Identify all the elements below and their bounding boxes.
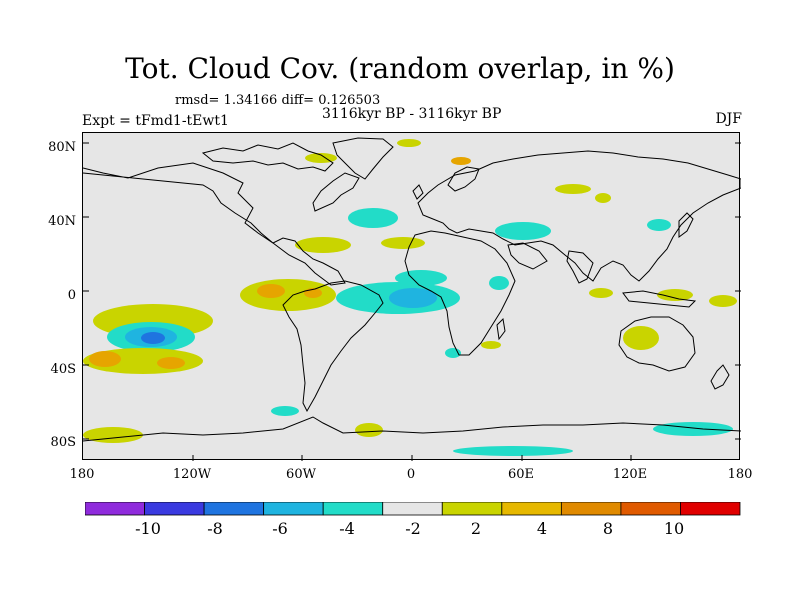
coastline-madagascar — [496, 317, 506, 341]
colorbar-label-neg4: -4 — [339, 519, 355, 538]
anomaly-patch-yellow-west-pacific — [709, 295, 737, 307]
colorbar-swatch-5 — [382, 502, 443, 516]
colorbar-label-4: 4 — [536, 519, 548, 538]
experiment-label: Expt = tFmd1-tEwt1 — [82, 113, 229, 129]
colorbar — [85, 502, 741, 516]
coastline-british-isles — [412, 184, 424, 200]
colorbar-swatch-6 — [441, 502, 503, 516]
coastline-australia — [618, 316, 696, 372]
season-label: DJF — [715, 111, 742, 127]
colorbar-swatch-7 — [501, 502, 562, 516]
anomaly-patch-yellow-madagascar — [481, 341, 501, 349]
lon-tick-0: 0 — [406, 467, 416, 482]
anomaly-patch-orange-south-pacific — [89, 351, 121, 367]
lon-tick-180-right: 180 — [727, 467, 753, 482]
coastline-greenland — [332, 137, 394, 180]
anomaly-patch-yellow-amazon — [240, 279, 336, 311]
anomaly-patch-cyan-south-indian — [453, 446, 573, 456]
anomaly-patch-yellow-siberia — [595, 193, 611, 203]
coastline-africa — [404, 230, 516, 356]
coastline-indonesia — [622, 290, 697, 308]
anomaly-patch-yellow-north-africa — [381, 237, 425, 249]
colorbar-swatch-10 — [680, 502, 741, 516]
map-panel — [82, 132, 741, 461]
anomaly-patch-cyan-north-atlantic — [348, 208, 398, 228]
anomaly-layer — [83, 139, 737, 456]
coastline-arabia — [507, 242, 548, 270]
lon-tick-60w: 60W — [286, 467, 316, 482]
anomaly-patch-yellow-antarctic — [355, 423, 383, 437]
anomaly-patch-yellow-north-america — [295, 237, 351, 253]
coastline-eurasia — [417, 150, 741, 282]
plot-title: Tot. Cloud Cov. (random overlap, in %) — [125, 52, 675, 85]
colorbar-swatch-4 — [322, 502, 384, 516]
coastline-canada-arctic — [201, 142, 334, 172]
colorbar-label-neg6: -6 — [272, 519, 288, 538]
anomaly-patch-cyan-gulf-guinea — [395, 270, 447, 286]
anomaly-patch-cyan-east-africa — [489, 276, 509, 290]
anomaly-patch-orange-arctic — [451, 157, 471, 165]
anomaly-patch-yellow-india — [589, 288, 613, 298]
coastline-india — [566, 250, 594, 284]
colorbar-label-8: 8 — [602, 519, 614, 538]
lat-tick-80n: 80N — [48, 140, 76, 155]
colorbar-label-neg2: -2 — [405, 519, 421, 538]
colorbar-swatch-3 — [263, 502, 324, 516]
anomaly-patch-yellow-arctic — [397, 139, 421, 147]
lon-tick-180-left: 180 — [69, 467, 95, 482]
coastline-japan — [678, 212, 694, 238]
lon-tick-120e: 120E — [612, 467, 648, 482]
anomaly-patch-orange-amazon — [257, 284, 285, 298]
anomaly-patch-cyan-east-asia — [647, 219, 671, 231]
lat-tick-80s: 80S — [50, 435, 76, 450]
colorbar-swatch-2 — [203, 502, 265, 516]
stats-text: rmsd= 1.34166 diff= 0.126503 — [175, 93, 381, 108]
colorbar-swatch-9 — [620, 502, 681, 516]
lat-tick-40n: 40N — [48, 214, 76, 229]
anomaly-patch-orange-south-pacific-2 — [157, 357, 185, 369]
anomaly-patch-yellow-europe — [555, 184, 591, 194]
coastline-antarctica — [83, 416, 741, 442]
tick-marks — [83, 142, 741, 461]
colorbar-label-10: 10 — [663, 519, 685, 538]
anomaly-patch-cyan-middle-east — [495, 222, 551, 240]
colorbar-label-2: 2 — [470, 519, 482, 538]
anomaly-patch-yellow-indonesia — [657, 289, 693, 301]
anomaly-patch-blue-equatorial-atlantic — [389, 288, 437, 308]
coastline-scandinavia — [447, 166, 480, 192]
anomaly-patch-yellow-australia — [623, 326, 659, 350]
lat-tick-40s: 40S — [50, 362, 76, 377]
anomaly-patch-darkblue-pacific — [141, 332, 165, 344]
lon-tick-120w: 120W — [172, 467, 212, 482]
lat-tick-0: 0 — [67, 288, 76, 303]
period-label: 3116kyr BP - 3116kyr BP — [322, 106, 502, 122]
coastline-new-zealand — [710, 364, 730, 390]
colorbar-swatch-8 — [560, 502, 622, 516]
lon-tick-60e: 60E — [507, 467, 535, 482]
coastline-north-america-east — [312, 172, 360, 212]
coastline-north-america — [83, 162, 346, 286]
anomaly-patch-cyan-south-pacific-east — [653, 422, 733, 436]
coastline-south-america — [282, 280, 384, 413]
map-svg — [83, 137, 741, 461]
anomaly-patch-cyan-south-africa — [445, 348, 461, 358]
coastline-layer — [83, 137, 741, 442]
colorbar-label-neg10: -10 — [135, 519, 161, 538]
anomaly-patch-cyan-southern-ocean — [271, 406, 299, 416]
colorbar-swatch-1 — [144, 502, 205, 516]
colorbar-swatch-0 — [85, 502, 145, 516]
colorbar-label-neg8: -8 — [207, 519, 223, 538]
